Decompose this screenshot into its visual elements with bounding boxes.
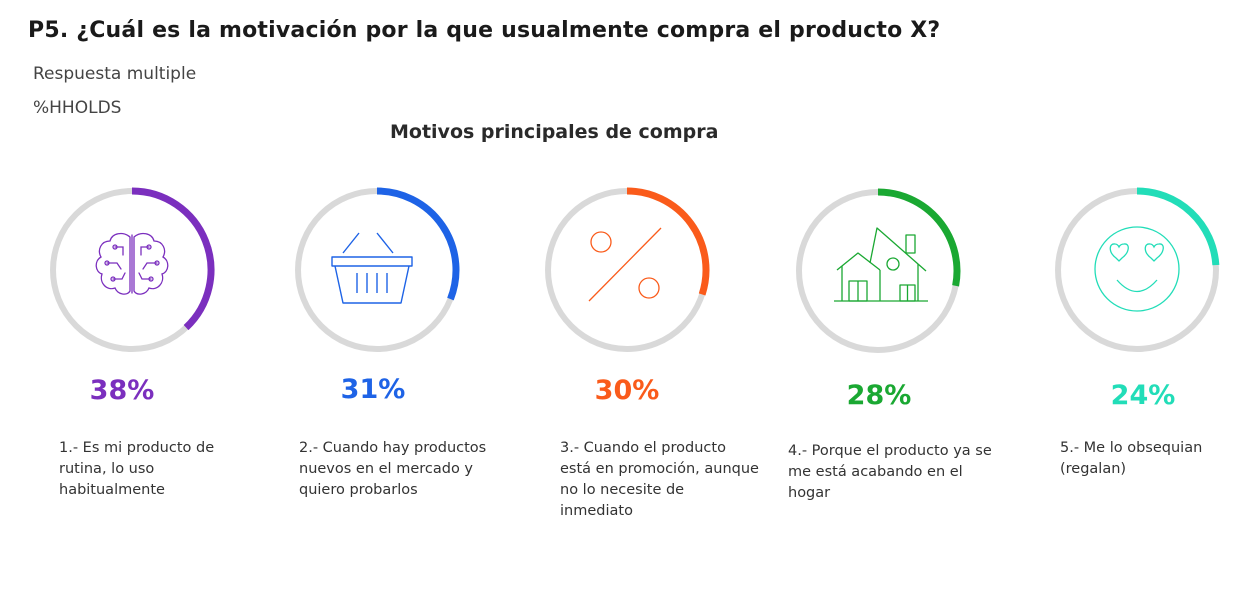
chart-title: Motivos principales de compra (390, 121, 719, 143)
value-label-2: 31% (340, 374, 406, 405)
heart-eyes-smiley-icon (1094, 226, 1180, 312)
value-label-4: 28% (846, 380, 912, 411)
category-label-2: 2.- Cuando hay productos nuevos en el me… (299, 440, 487, 498)
subtitle-base: %HHOLDS (33, 98, 122, 118)
ring-arc (877, 188, 961, 287)
motive-card-4: 28% 4.- Porque el producto ya se me está… (788, 175, 1020, 535)
motive-card-1: 38% 1.- Es mi producto de rutina, lo uso… (37, 175, 267, 535)
ring-chart-3 (545, 187, 710, 352)
value-label-1: 38% (89, 375, 155, 406)
value-label-3: 30% (594, 375, 660, 406)
category-label-3: 3.- Cuando el producto está en promoción… (560, 440, 759, 519)
subtitle-response-type: Respuesta multiple (33, 64, 197, 84)
motive-card-5: 24% 5.- Me lo obsequian (regalan) (1032, 175, 1252, 535)
ring-arc (376, 187, 460, 301)
category-label-1: 1.- Es mi producto de rutina, lo uso hab… (59, 440, 215, 498)
brain-icon (95, 232, 169, 295)
value-label-5: 24% (1110, 380, 1176, 411)
ring-chart-4 (796, 188, 961, 353)
motive-card-3: 30% 3.- Cuando el producto está en promo… (537, 175, 767, 535)
ring-arc (626, 187, 710, 296)
ring-chart-1 (50, 187, 215, 352)
basket-icon (331, 232, 413, 304)
ring-chart-5 (1055, 187, 1220, 352)
category-label-5: 5.- Me lo obsequian (regalan) (1060, 440, 1203, 477)
page-title: P5. ¿Cuál es la motivación por la que us… (28, 18, 941, 43)
percent-icon (588, 227, 662, 302)
category-label-4: 4.- Porque el producto ya se me está aca… (788, 443, 992, 501)
ring-arc (131, 187, 215, 331)
ring-arc (1136, 187, 1220, 266)
house-icon (834, 227, 928, 302)
motive-card-2: 31% 2.- Cuando hay productos nuevos en e… (287, 175, 517, 535)
ring-chart-2 (295, 187, 460, 352)
